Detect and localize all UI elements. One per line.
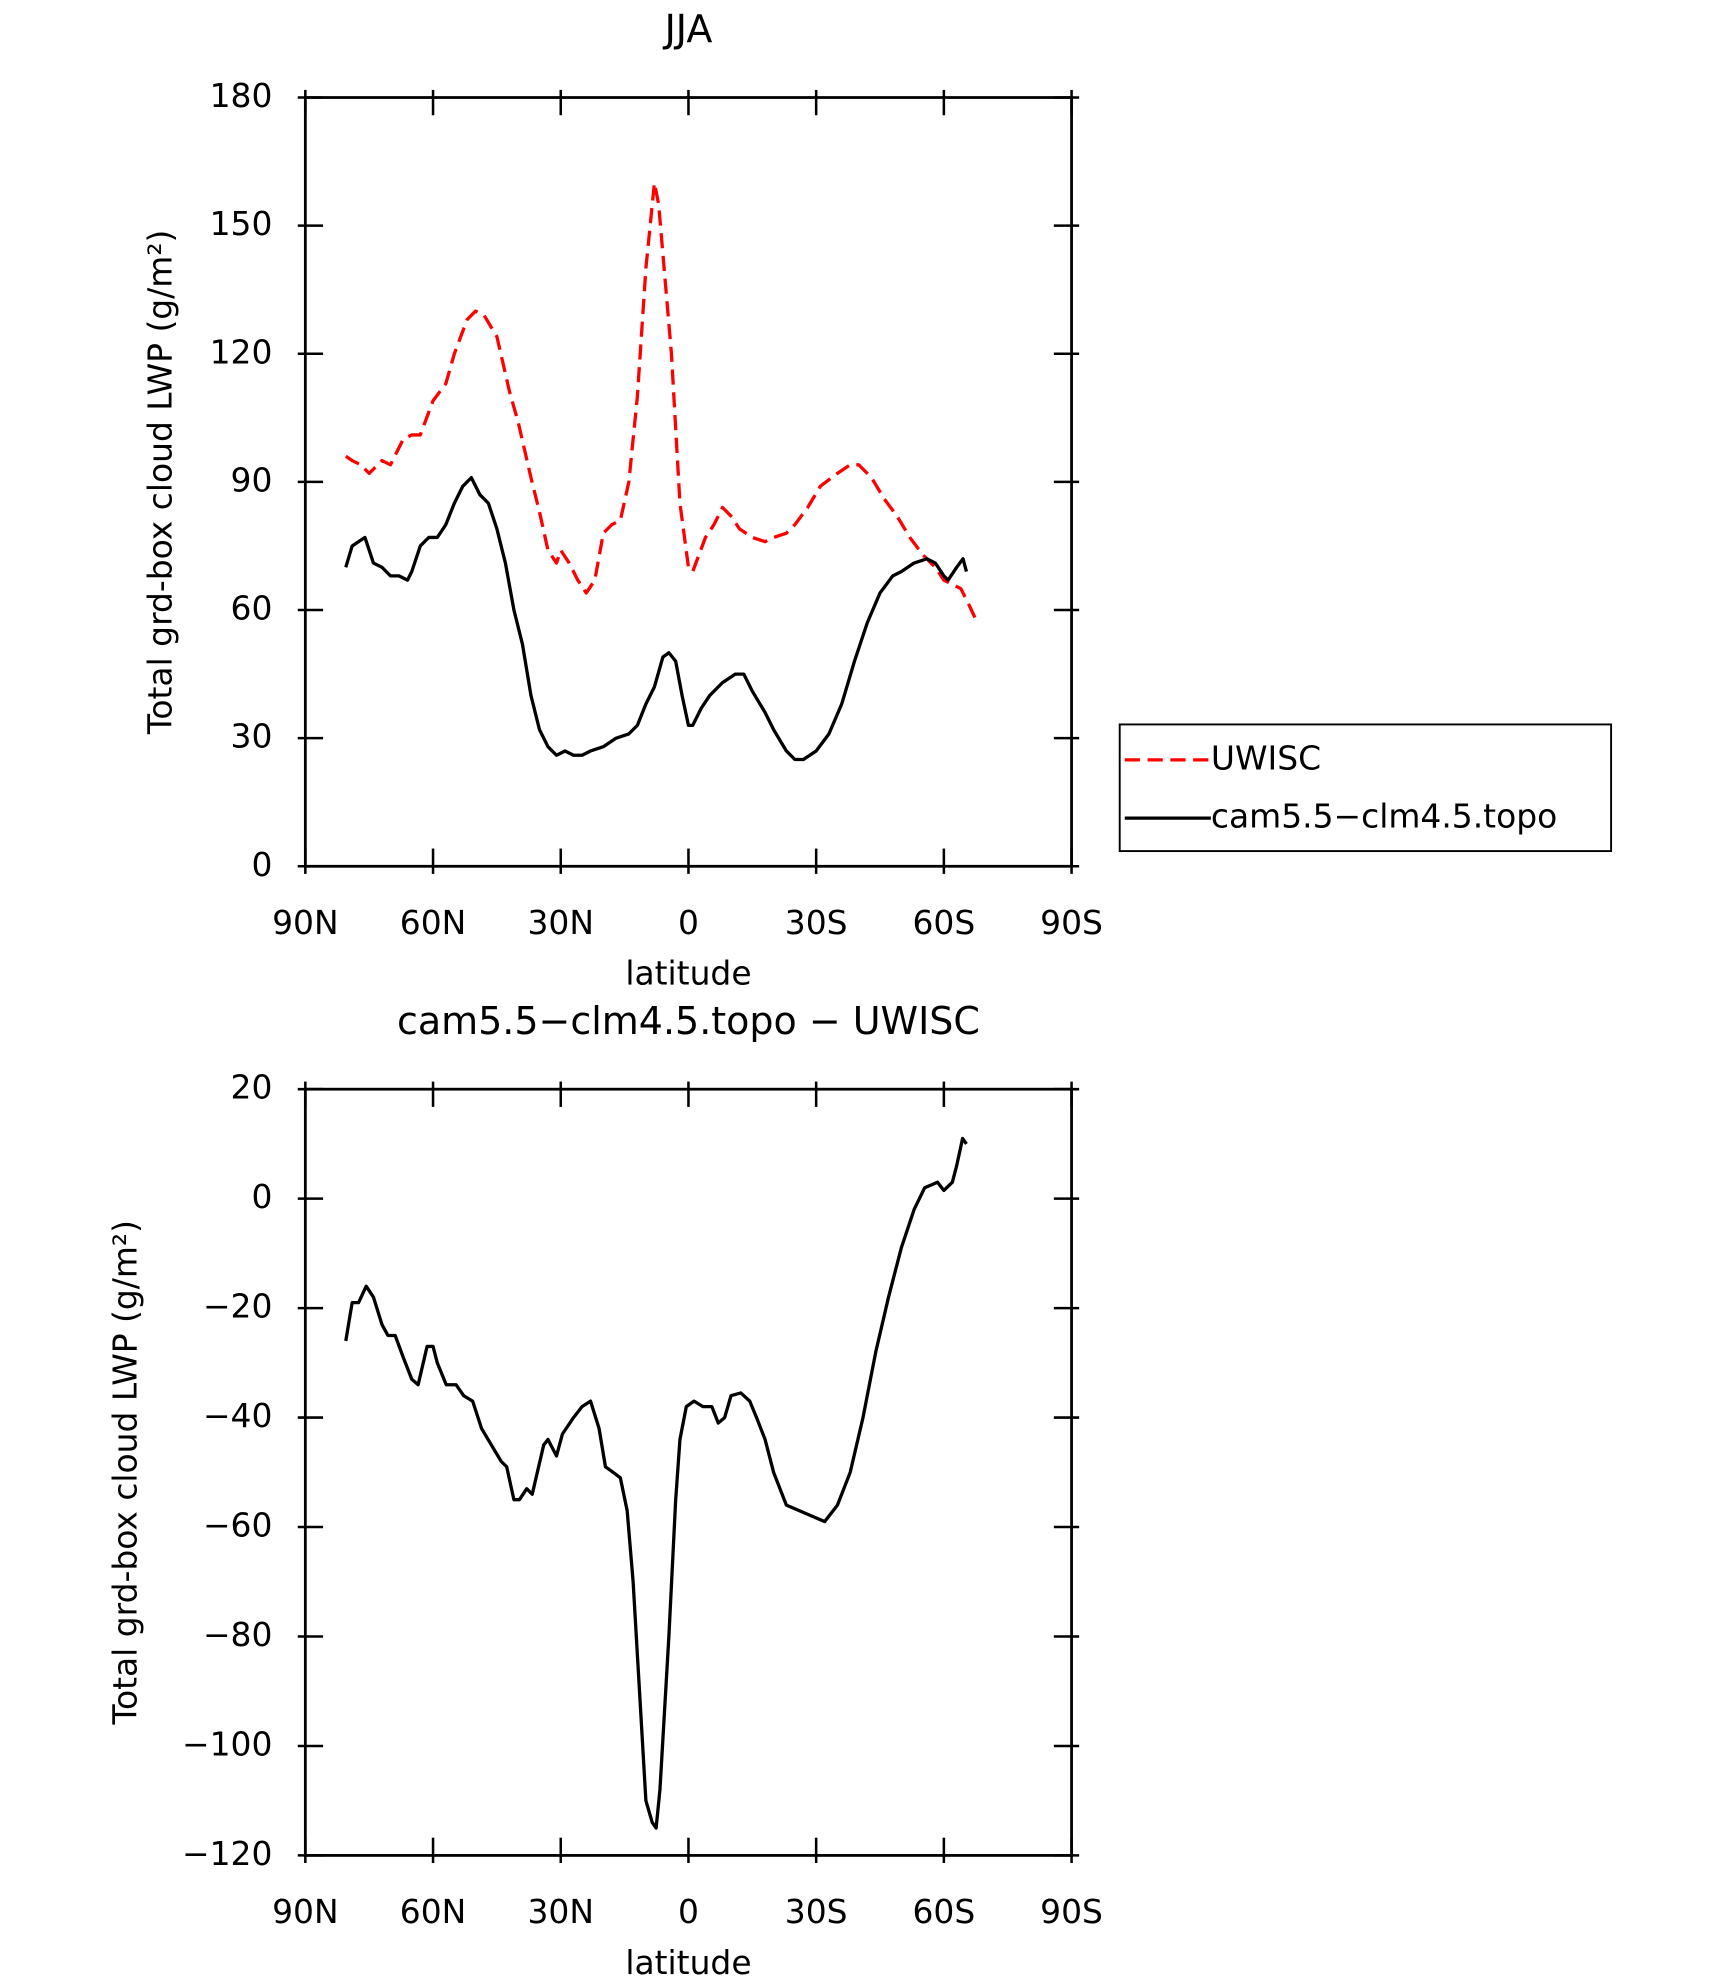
x-axis-label: latitude (625, 954, 751, 993)
x-tick-label: 0 (678, 1892, 699, 1931)
x-tick-label: 30N (528, 903, 595, 942)
x-tick-label: 30N (528, 1892, 595, 1931)
x-tick-label: 30S (785, 1892, 848, 1931)
y-tick-label: 30 (231, 717, 273, 756)
y-tick-label: −100 (182, 1724, 272, 1763)
y-tick-label: 20 (231, 1068, 273, 1107)
y-tick-label: −20 (203, 1287, 272, 1326)
x-tick-label: 90S (1040, 1892, 1103, 1931)
x-tick-label: 30S (785, 903, 848, 942)
plot-frame (303, 96, 1073, 868)
legend: UWISC cam5.5−clm4.5.topo (1118, 723, 1613, 853)
y-tick-label: 150 (210, 204, 273, 243)
data-line (344, 181, 977, 620)
y-tick-label: 90 (231, 460, 273, 499)
x-tick-label: 60S (912, 903, 975, 942)
chart-title: JJA (663, 7, 713, 51)
y-tick-label: −40 (203, 1396, 272, 1435)
x-tick-label: 90N (272, 903, 339, 942)
y-tick-label: 0 (251, 1177, 272, 1216)
x-tick-label: 0 (678, 903, 699, 942)
data-line (344, 475, 969, 762)
y-axis-label: Total grd-box cloud LWP (g/m²) (141, 230, 180, 735)
data-line (344, 1136, 968, 1830)
x-tick-label: 90N (272, 1892, 339, 1931)
y-tick-label: −60 (203, 1506, 272, 1545)
x-tick-label: 60N (400, 903, 467, 942)
y-tick-label: 120 (210, 332, 273, 371)
y-axis-label: Total grd-box cloud LWP (g/m²) (105, 1220, 144, 1725)
y-tick-label: 60 (231, 589, 273, 628)
x-tick-label: 60N (400, 1892, 467, 1931)
x-axis-label: latitude (625, 1943, 751, 1977)
y-tick-label: −120 (182, 1834, 272, 1873)
x-tick-label: 60S (912, 1892, 975, 1931)
y-tick-label: −80 (203, 1615, 272, 1654)
x-tick-label: 90S (1040, 903, 1103, 942)
y-tick-label: 180 (210, 76, 273, 115)
legend-label: cam5.5−clm4.5.topo (1211, 797, 1557, 836)
chart-title: cam5.5−clm4.5.topo − UWISC (397, 999, 980, 1043)
plot-frame (303, 1087, 1073, 1857)
legend-box (1118, 723, 1613, 853)
y-tick-label: 0 (251, 845, 272, 884)
legend-label: UWISC (1211, 738, 1321, 777)
